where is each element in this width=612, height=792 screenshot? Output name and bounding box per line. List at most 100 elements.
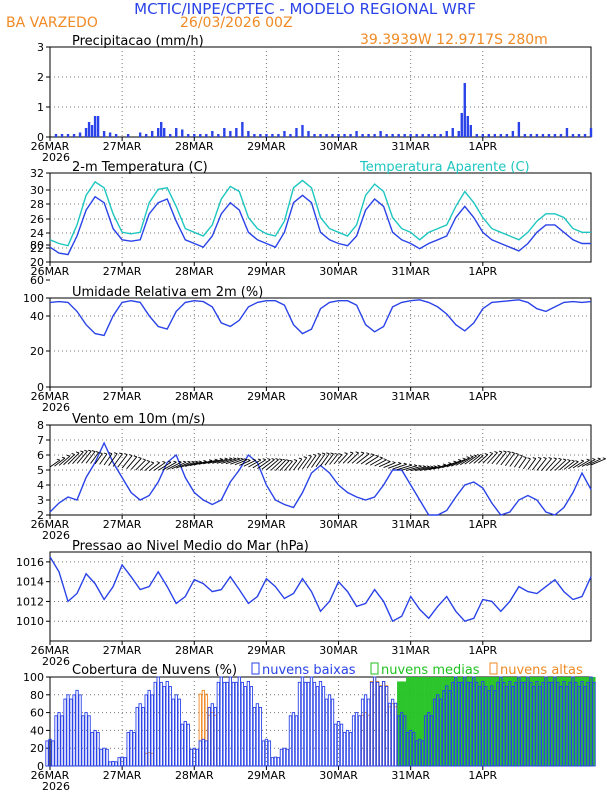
wind-arrow-head xyxy=(66,454,71,457)
cloud-low-bar xyxy=(285,748,290,767)
wind-arrow xyxy=(460,456,474,466)
precip-bar xyxy=(96,116,100,137)
cloud-low-bar xyxy=(264,738,269,767)
y-tick-label: 0 xyxy=(37,381,44,394)
wind-arrow-head xyxy=(498,450,503,453)
cloud-low-bar xyxy=(204,740,208,767)
x-tick-label: 27MAR xyxy=(103,390,142,403)
cloud-low-bar xyxy=(436,694,440,767)
cloud-low-bar xyxy=(502,681,506,767)
wind-arrow xyxy=(297,457,308,470)
cloud-low-bar xyxy=(66,694,70,767)
cloud-low-bar xyxy=(357,715,362,767)
y-tick-label: 0 xyxy=(37,131,44,144)
precip-bar xyxy=(481,134,484,137)
cloud-low-bar xyxy=(372,676,377,767)
cloud-low-bar xyxy=(111,761,115,767)
wind-arrow-head xyxy=(349,451,354,454)
wind-arrow-head xyxy=(398,461,402,464)
cloud-low-bar xyxy=(84,712,88,767)
wind-arrow-head xyxy=(298,457,303,460)
wind-arrow-head xyxy=(413,464,418,467)
x-tick-label: 1APR xyxy=(468,265,497,278)
x-tick-label: 28MAR xyxy=(175,140,214,153)
cloud-low-bar xyxy=(547,681,551,767)
cloud-low-bar xyxy=(174,694,178,767)
cloud-low-bar xyxy=(93,729,97,767)
x-tick-label: 30MAR xyxy=(319,518,358,531)
wind-arrow-head xyxy=(88,449,92,452)
cloud-low-bar xyxy=(505,686,509,767)
wind-arrow-head xyxy=(240,457,244,460)
wind-arrow xyxy=(153,462,166,472)
cloud-low-bar xyxy=(252,706,257,767)
cloud-low-bar xyxy=(442,690,446,767)
cloud-low-bar xyxy=(108,761,112,767)
cloud-low-bar xyxy=(508,681,512,767)
wind-arrow xyxy=(563,460,575,470)
cloud-medium-bar xyxy=(586,677,596,766)
cloud-low-bar xyxy=(565,686,569,767)
wind-arrow-head xyxy=(119,452,123,455)
precip-bar xyxy=(313,134,316,137)
cloud-low-bar xyxy=(255,703,260,767)
cloud-low-bar xyxy=(294,715,299,767)
wind-arrow-head xyxy=(597,457,601,460)
cloud-low-bar xyxy=(333,723,338,767)
x-tick-label: 31MAR xyxy=(391,769,430,782)
cloud-low-bar xyxy=(258,706,263,767)
cloud-low-bar xyxy=(529,681,533,767)
cloud-low-bar xyxy=(189,748,193,767)
wind-arrow xyxy=(320,453,330,467)
cloud-low-bar xyxy=(306,681,311,767)
wind-arrow xyxy=(545,458,557,472)
cloud-low-bar xyxy=(490,685,494,767)
cloud-low-bar xyxy=(472,676,476,767)
cloud-low-bar xyxy=(583,686,587,767)
x-tick-label: 29MAR xyxy=(247,265,286,278)
wind-arrow xyxy=(541,458,552,471)
cloud-low-bar xyxy=(237,676,241,767)
wind-arrow-head xyxy=(503,450,507,453)
wind-arrow xyxy=(130,457,142,470)
precip-bar xyxy=(223,128,226,137)
wind-arrow xyxy=(333,454,343,465)
cloud-low-bar xyxy=(60,715,64,767)
wind-arrow xyxy=(139,461,151,471)
wind-arrow-head xyxy=(80,450,84,453)
cloud-low-bar xyxy=(535,681,539,767)
cloud-low-bar xyxy=(207,706,211,767)
cloud-low-bar xyxy=(276,757,281,767)
cloud-low-bar xyxy=(390,698,395,767)
wind-arrow-head xyxy=(548,457,552,459)
precip-bar xyxy=(163,128,166,137)
wind-arrow xyxy=(185,461,199,467)
precip-bar xyxy=(409,134,412,137)
precip-bar xyxy=(349,134,352,137)
cloud-low-bar xyxy=(300,676,305,767)
x-tick-label: 29MAR xyxy=(247,769,286,782)
wind-arrow xyxy=(442,461,457,469)
x-tick-label: 1APR xyxy=(468,390,497,403)
cloud-low-bar xyxy=(424,715,428,767)
cloud-low-bar xyxy=(117,757,121,767)
precip-bar xyxy=(211,131,214,137)
cloud-low-bar xyxy=(213,706,217,767)
wind-arrow-head xyxy=(558,457,562,460)
wind-arrow-head xyxy=(247,459,251,461)
precip-bar xyxy=(469,125,472,137)
wind-arrow-head xyxy=(271,458,275,460)
cloud-low-bar xyxy=(183,721,187,767)
cloud-low-bar xyxy=(291,712,296,767)
wind-arrow xyxy=(324,453,334,466)
wind-arrow-head xyxy=(523,456,527,458)
y-tick-label: 40 xyxy=(30,310,44,323)
wind-arrow-head xyxy=(229,457,233,460)
cloud-low-bar xyxy=(433,698,437,767)
wind-arrow xyxy=(284,460,293,472)
wind-arrow-head xyxy=(312,453,317,456)
cloud-low-bar xyxy=(273,756,278,767)
wind-arrow xyxy=(216,458,233,464)
cloud-low-bar xyxy=(87,715,91,767)
precip-bar xyxy=(553,134,557,137)
